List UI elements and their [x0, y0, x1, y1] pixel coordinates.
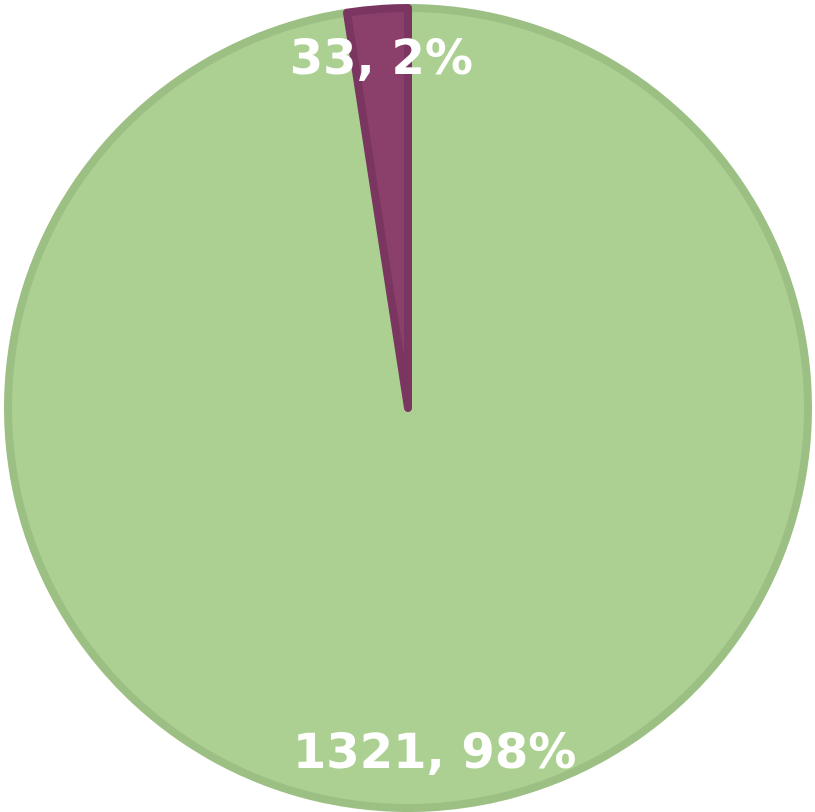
data-label: 33, 2% [290, 30, 473, 86]
data-label: 1321, 98% [293, 724, 576, 780]
pie-slice [342, 4, 412, 412]
